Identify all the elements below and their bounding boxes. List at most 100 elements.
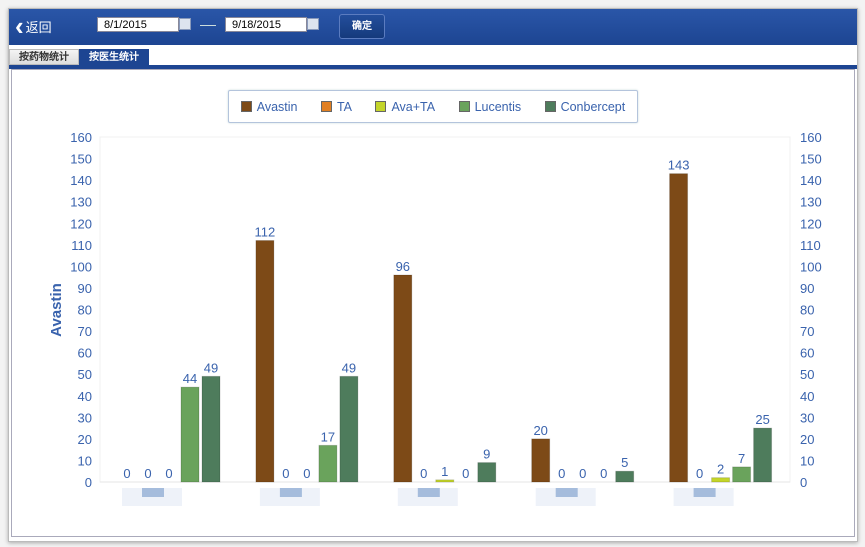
bar-conbercept[interactable] — [615, 470, 635, 483]
x-tick-label-redacted — [142, 488, 164, 497]
legend-item[interactable]: Conbercept — [544, 100, 625, 114]
tab-by-doctor[interactable]: 按医生统计 — [79, 49, 149, 65]
y-tick-left: 0 — [85, 475, 92, 490]
legend-item[interactable]: Avastin — [240, 100, 297, 114]
bar-lucentis[interactable] — [732, 466, 752, 483]
tab-by-drug[interactable]: 按药物统计 — [9, 49, 79, 65]
y-tick-left: 10 — [78, 453, 92, 468]
data-label: 25 — [755, 412, 769, 427]
bar-conbercept[interactable] — [753, 427, 773, 483]
x-tick-label-redacted — [693, 488, 716, 497]
data-label: 0 — [420, 466, 427, 481]
y-tick-right: 120 — [800, 216, 822, 231]
data-label: 0 — [123, 466, 130, 481]
y-tick-left: 30 — [78, 410, 92, 425]
bar-lucentis[interactable] — [318, 444, 338, 483]
data-label: 0 — [282, 466, 289, 481]
data-label: 0 — [144, 466, 151, 481]
x-tick-label-redacted — [279, 488, 302, 497]
tab-bar: 按药物统计 按医生统计 — [9, 49, 149, 65]
data-label: 0 — [462, 466, 469, 481]
x-tick-label-redacted — [417, 488, 440, 497]
y-tick-left: 140 — [70, 173, 92, 188]
end-date-input[interactable]: 9/18/2015 — [225, 17, 307, 32]
y-tick-left: 20 — [78, 432, 92, 447]
y-tick-right: 80 — [800, 303, 814, 318]
y-tick-left: 120 — [70, 216, 92, 231]
bar-avastin[interactable] — [531, 438, 551, 483]
data-label: 0 — [579, 466, 586, 481]
data-label: 20 — [533, 423, 547, 438]
y-axis-label: Avastin — [48, 283, 65, 337]
data-label: 49 — [342, 360, 356, 375]
data-label: 1 — [441, 464, 448, 479]
y-tick-right: 70 — [800, 324, 814, 339]
y-tick-left: 80 — [78, 303, 92, 318]
calendar-icon[interactable] — [179, 18, 191, 30]
data-label: 2 — [717, 462, 724, 477]
tab-underline — [9, 65, 857, 69]
y-tick-right: 40 — [800, 389, 814, 404]
data-label: 0 — [558, 466, 565, 481]
y-tick-left: 90 — [78, 281, 92, 296]
data-label: 0 — [165, 466, 172, 481]
calendar-icon[interactable] — [307, 18, 319, 30]
legend-item[interactable]: TA — [320, 99, 352, 114]
bar-avastin[interactable] — [255, 240, 275, 483]
legend-swatch — [544, 101, 556, 112]
y-tick-left: 60 — [78, 346, 92, 361]
chevron-left-icon: ‹ — [15, 11, 24, 41]
y-tick-right: 110 — [800, 238, 821, 253]
y-tick-right: 60 — [800, 346, 814, 361]
legend-swatch — [375, 101, 387, 112]
y-tick-right: 30 — [800, 410, 814, 425]
confirm-button[interactable]: 确定 — [339, 14, 385, 39]
back-label: 返回 — [25, 19, 52, 35]
legend-swatch — [320, 101, 332, 112]
legend-item[interactable]: Lucentis — [458, 100, 521, 114]
y-tick-right: 0 — [800, 475, 807, 490]
y-tick-left: 40 — [78, 389, 92, 404]
data-label: 0 — [303, 466, 310, 481]
bar-avastin[interactable] — [393, 274, 413, 483]
legend-swatch — [240, 101, 252, 112]
bar-conbercept[interactable] — [477, 462, 497, 483]
legend-item[interactable]: Ava+TA — [375, 100, 435, 114]
data-label: 0 — [696, 466, 703, 481]
y-tick-left: 110 — [71, 238, 92, 253]
data-label: 0 — [600, 466, 607, 481]
back-button[interactable]: ‹ 返回 — [15, 11, 52, 41]
bar-lucentis[interactable] — [180, 386, 200, 483]
y-tick-right: 150 — [800, 152, 822, 167]
data-label: 7 — [738, 451, 745, 466]
y-tick-right: 100 — [800, 259, 822, 274]
data-label: 143 — [668, 158, 690, 173]
data-label: 96 — [396, 259, 410, 274]
header-bar: ‹ 返回 8/1/2015 9/18/2015 确定 — [9, 9, 857, 45]
y-tick-left: 160 — [70, 130, 92, 145]
bar-avata[interactable] — [711, 477, 731, 483]
chart-panel — [11, 69, 855, 537]
legend-swatch — [458, 101, 470, 112]
bar-avastin[interactable] — [669, 173, 689, 483]
y-tick-left: 100 — [70, 259, 92, 274]
y-tick-left: 70 — [78, 324, 92, 339]
y-tick-right: 90 — [800, 281, 814, 296]
bar-avata[interactable] — [435, 479, 455, 483]
legend-label: TA — [336, 99, 352, 114]
data-label: 44 — [183, 371, 197, 386]
data-label: 49 — [204, 360, 218, 375]
y-tick-left: 130 — [70, 195, 92, 210]
y-tick-right: 20 — [800, 432, 814, 447]
y-tick-right: 160 — [800, 130, 822, 145]
x-tick-label-redacted — [555, 488, 578, 497]
y-tick-right: 10 — [800, 453, 814, 468]
data-label: 17 — [321, 429, 335, 444]
chart-legend: Avastin TA Ava+TA Lucentis Conbercept — [228, 90, 638, 123]
start-date-input[interactable]: 8/1/2015 — [97, 17, 179, 32]
y-tick-right: 50 — [800, 367, 814, 382]
bar-conbercept[interactable] — [201, 375, 221, 483]
legend-label: Ava+TA — [391, 99, 436, 114]
bar-conbercept[interactable] — [339, 375, 359, 483]
